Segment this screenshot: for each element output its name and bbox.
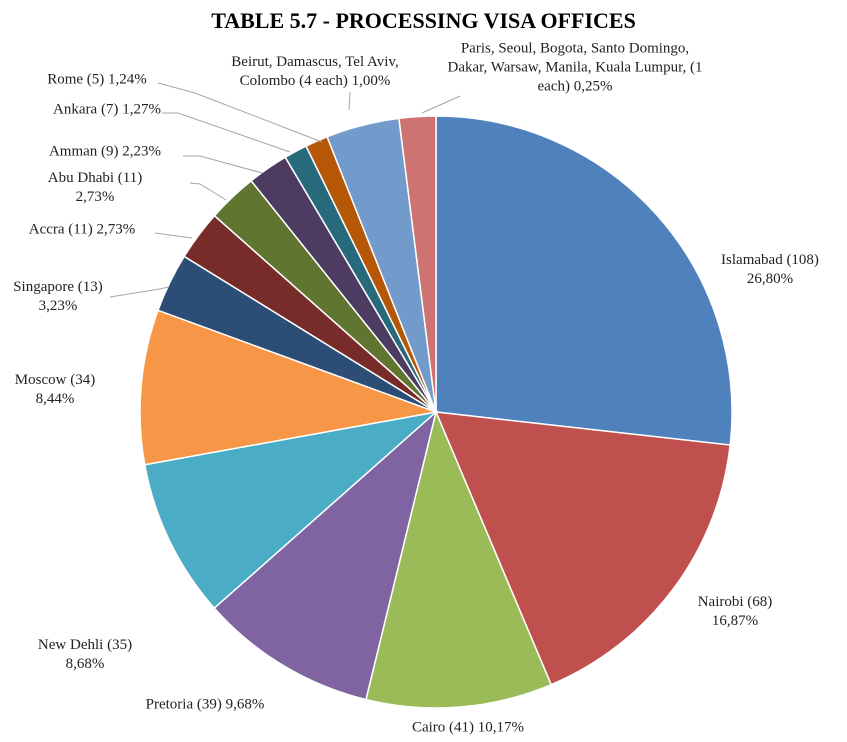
category-label: New Dehli (35): [37, 637, 133, 653]
category-label: Nairobi (68): [697, 594, 773, 610]
data-label: Amman (9) 2,23%: [20, 143, 190, 162]
data-label: Moscow (34) 8,44%: [0, 371, 110, 409]
value-label: 26,80%: [746, 271, 794, 287]
chart-title: TABLE 5.7 - PROCESSING VISA OFFICES: [211, 8, 636, 33]
pie-slice: [398, 115, 437, 413]
data-label: Ankara (7) 1,27%: [22, 101, 192, 120]
category-label: Rome (5): [47, 71, 105, 88]
pie-slice: [143, 410, 439, 610]
data-label: Rome (5) 1,24%: [17, 71, 177, 90]
category-label: Pretoria (39): [145, 696, 222, 713]
data-label: Islamabad (108) 26,80%: [700, 251, 840, 289]
leader-line: [154, 232, 193, 239]
pie-slice: [139, 309, 439, 466]
leader-line: [109, 286, 169, 298]
value-label: 1,24%: [108, 71, 147, 88]
leader-line: [157, 82, 323, 143]
pie-slice: [213, 409, 438, 701]
data-label: New Dehli (35) 8,68%: [25, 636, 145, 674]
leader-line: [421, 95, 461, 114]
category-label: Ankara (7): [53, 101, 119, 118]
value-label: 1,27%: [122, 101, 161, 118]
data-label: Singapore (13) 3,23%: [8, 278, 108, 316]
value-label: 8,44%: [35, 391, 75, 407]
leader-line: [189, 182, 227, 201]
value-label: 9,68%: [225, 696, 265, 713]
data-label: Abu Dhabi (11) 2,73%: [40, 169, 150, 207]
leader-line: [183, 155, 263, 174]
category-label: Moscow (34): [14, 372, 96, 388]
category-label: Cairo (41): [411, 719, 475, 736]
value-label: 2,23%: [122, 143, 162, 160]
leader-line: [162, 112, 291, 153]
value-label: 2,73%: [75, 189, 115, 205]
value-label: 16,87%: [711, 613, 759, 629]
data-label: Pretoria (39) 9,68%: [145, 696, 265, 715]
pie-slice: [435, 115, 733, 446]
data-label: Nairobi (68) 16,87%: [675, 593, 795, 631]
leader-line: [348, 91, 351, 111]
value-label: 10,17%: [477, 719, 525, 736]
category-label: Accra (11): [28, 221, 93, 238]
data-label: Cairo (41) 10,17%: [368, 719, 568, 738]
category-label: Paris, Seoul, Bogota, Santo Domingo, Dak…: [447, 40, 703, 95]
category-label: Islamabad (108): [721, 252, 819, 268]
data-label: Paris, Seoul, Bogota, Santo Domingo, Dak…: [440, 40, 710, 97]
value-label: 3,23%: [38, 298, 78, 314]
pie-slice: [365, 409, 553, 709]
pie-slice: [434, 411, 731, 686]
value-label: 8,68%: [65, 656, 105, 672]
data-label: Accra (11) 2,73%: [2, 221, 162, 240]
data-label: Beirut, Damascus, Tel Aviv, Colombo (4 e…: [215, 53, 415, 91]
category-label: Beirut, Damascus, Tel Aviv, Colombo (4 e…: [231, 54, 399, 89]
value-label: 2,73%: [96, 221, 136, 238]
category-label: Amman (9): [48, 143, 119, 160]
category-label: Singapore (13): [13, 279, 103, 295]
category-label: Abu Dhabi (11): [47, 170, 143, 186]
